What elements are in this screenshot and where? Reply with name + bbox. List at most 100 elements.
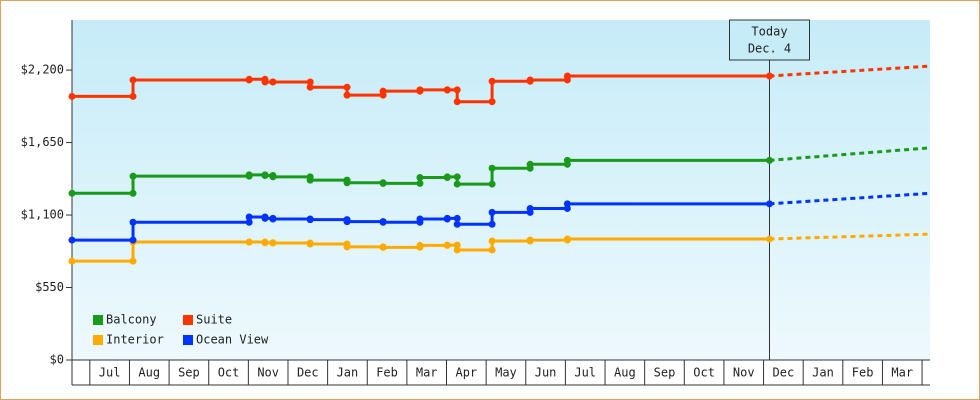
legend-swatch [93,315,103,325]
price-dot [269,78,277,86]
price-dot [343,179,351,187]
price-dot [488,208,496,216]
price-dot [453,98,461,106]
price-dot [563,72,571,80]
legend-swatch [183,335,193,345]
price-dot [343,91,351,99]
x-tick-label: Feb [376,366,398,380]
today-label: Today [751,25,787,39]
price-dot [379,243,387,251]
price-dot [526,236,534,244]
x-tick-label: Jun [535,366,557,380]
price-dot [245,218,253,226]
price-dot [129,236,137,244]
price-dot [526,76,534,84]
price-dot [488,246,496,254]
price-dot [343,218,351,226]
price-dot [379,218,387,226]
price-dot [416,86,424,94]
price-dot [129,218,137,226]
price-dot [306,240,314,248]
price-dot [68,257,76,265]
price-dot [129,76,137,84]
price-dot [129,257,137,265]
price-dot [68,92,76,100]
price-dot [453,241,461,249]
y-tick-label: $1,100 [21,208,64,222]
y-tick-label: $0 [50,353,64,367]
price-dot [306,83,314,91]
y-tick-label: $550 [35,280,64,294]
price-dot [488,180,496,188]
price-dot [68,236,76,244]
price-dot [129,189,137,197]
price-dot [245,238,253,246]
price-dot [453,214,461,222]
price-dot [526,160,534,168]
x-tick-label: Mar [891,366,913,380]
x-tick-label: Jul [99,366,121,380]
price-dot [488,77,496,85]
x-tick-label: Sep [178,366,200,380]
price-dot [443,173,451,181]
price-dot [563,235,571,243]
plot-area [72,20,930,360]
x-tick-label: Jan [812,366,834,380]
price-dot [765,235,773,243]
x-tick-label: Apr [455,366,477,380]
price-dot [453,180,461,188]
price-dot [306,216,314,224]
x-tick-label: Dec [297,366,319,380]
price-dot [453,173,461,181]
price-dot [563,156,571,164]
x-tick-label: Aug [614,366,636,380]
price-dot [453,220,461,228]
y-tick-label: $2,200 [21,63,64,77]
x-tick-label: Jul [574,366,596,380]
price-dot [269,173,277,181]
price-dot [453,246,461,254]
legend-swatch [183,315,193,325]
price-dot [261,239,269,247]
legend-label: Balcony [106,313,157,327]
x-tick-label: Nov [733,366,755,380]
price-dot [765,156,773,164]
price-dot [245,213,253,221]
price-dot [245,171,253,179]
price-dot [261,172,269,180]
price-dot [306,78,314,86]
price-dot [379,179,387,187]
x-tick-label: Oct [218,366,240,380]
x-tick-label: Mar [416,366,438,380]
price-dot [343,243,351,251]
legend-label: Ocean View [196,333,269,347]
legend-swatch [93,335,103,345]
price-dot [488,220,496,228]
x-tick-label: Feb [852,366,874,380]
price-dot [68,189,76,197]
price-dot [306,176,314,184]
price-dot [343,83,351,91]
price-dot [416,241,424,249]
price-dot [129,92,137,100]
price-dot [488,237,496,245]
x-tick-label: Oct [693,366,715,380]
price-dot [453,86,461,94]
price-dot [765,72,773,80]
price-dot [416,215,424,223]
price-dot [245,75,253,83]
price-dot [488,98,496,106]
price-dot [261,214,269,222]
price-dot [443,241,451,249]
price-dot [416,179,424,187]
x-tick-label: May [495,366,517,380]
price-dot [129,172,137,180]
legend-label: Interior [106,333,164,347]
x-tick-label: Nov [257,366,279,380]
price-dot [443,214,451,222]
x-tick-label: Aug [138,366,160,380]
legend-label: Suite [196,313,232,327]
price-dot [379,87,387,95]
price-dot [563,200,571,208]
